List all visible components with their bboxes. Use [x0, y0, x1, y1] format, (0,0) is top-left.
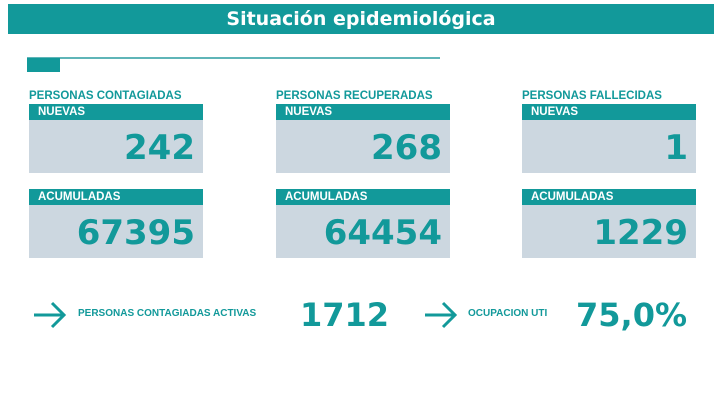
acc-label: ACUMULADAS: [29, 189, 203, 205]
uti-label: OCUPACION UTI: [468, 308, 548, 319]
acc-value: 64454: [276, 205, 450, 258]
new-label: NUEVAS: [29, 104, 203, 120]
acc-value: 1229: [522, 205, 696, 258]
card-recuperadas: PERSONAS RECUPERADAS NUEVAS 268 ACUMULAD…: [276, 89, 450, 258]
arrow-right-icon: [425, 301, 458, 329]
accent-block: [27, 58, 60, 72]
card-title: PERSONAS CONTAGIADAS: [29, 90, 182, 102]
card-contagiadas: PERSONAS CONTAGIADAS NUEVAS 242 ACUMULAD…: [29, 89, 203, 258]
uti-value: 75,0%: [576, 296, 688, 334]
arrow-right-icon: [34, 301, 67, 329]
page-title: Situación epidemiológica: [8, 4, 714, 34]
acc-value: 67395: [29, 205, 203, 258]
acc-label: ACUMULADAS: [276, 189, 450, 205]
active-label: PERSONAS CONTAGIADAS ACTIVAS: [78, 308, 257, 319]
active-value: 1712: [300, 296, 390, 334]
card-fallecidas: PERSONAS FALLECIDAS NUEVAS 1 ACUMULADAS …: [522, 89, 696, 258]
new-value: 1: [522, 120, 696, 173]
divider: [27, 57, 440, 59]
new-label: NUEVAS: [522, 104, 696, 120]
new-value: 268: [276, 120, 450, 173]
new-value: 242: [29, 120, 203, 173]
card-title: PERSONAS FALLECIDAS: [522, 90, 662, 102]
card-title: PERSONAS RECUPERADAS: [276, 90, 433, 102]
new-label: NUEVAS: [276, 104, 450, 120]
acc-label: ACUMULADAS: [522, 189, 696, 205]
